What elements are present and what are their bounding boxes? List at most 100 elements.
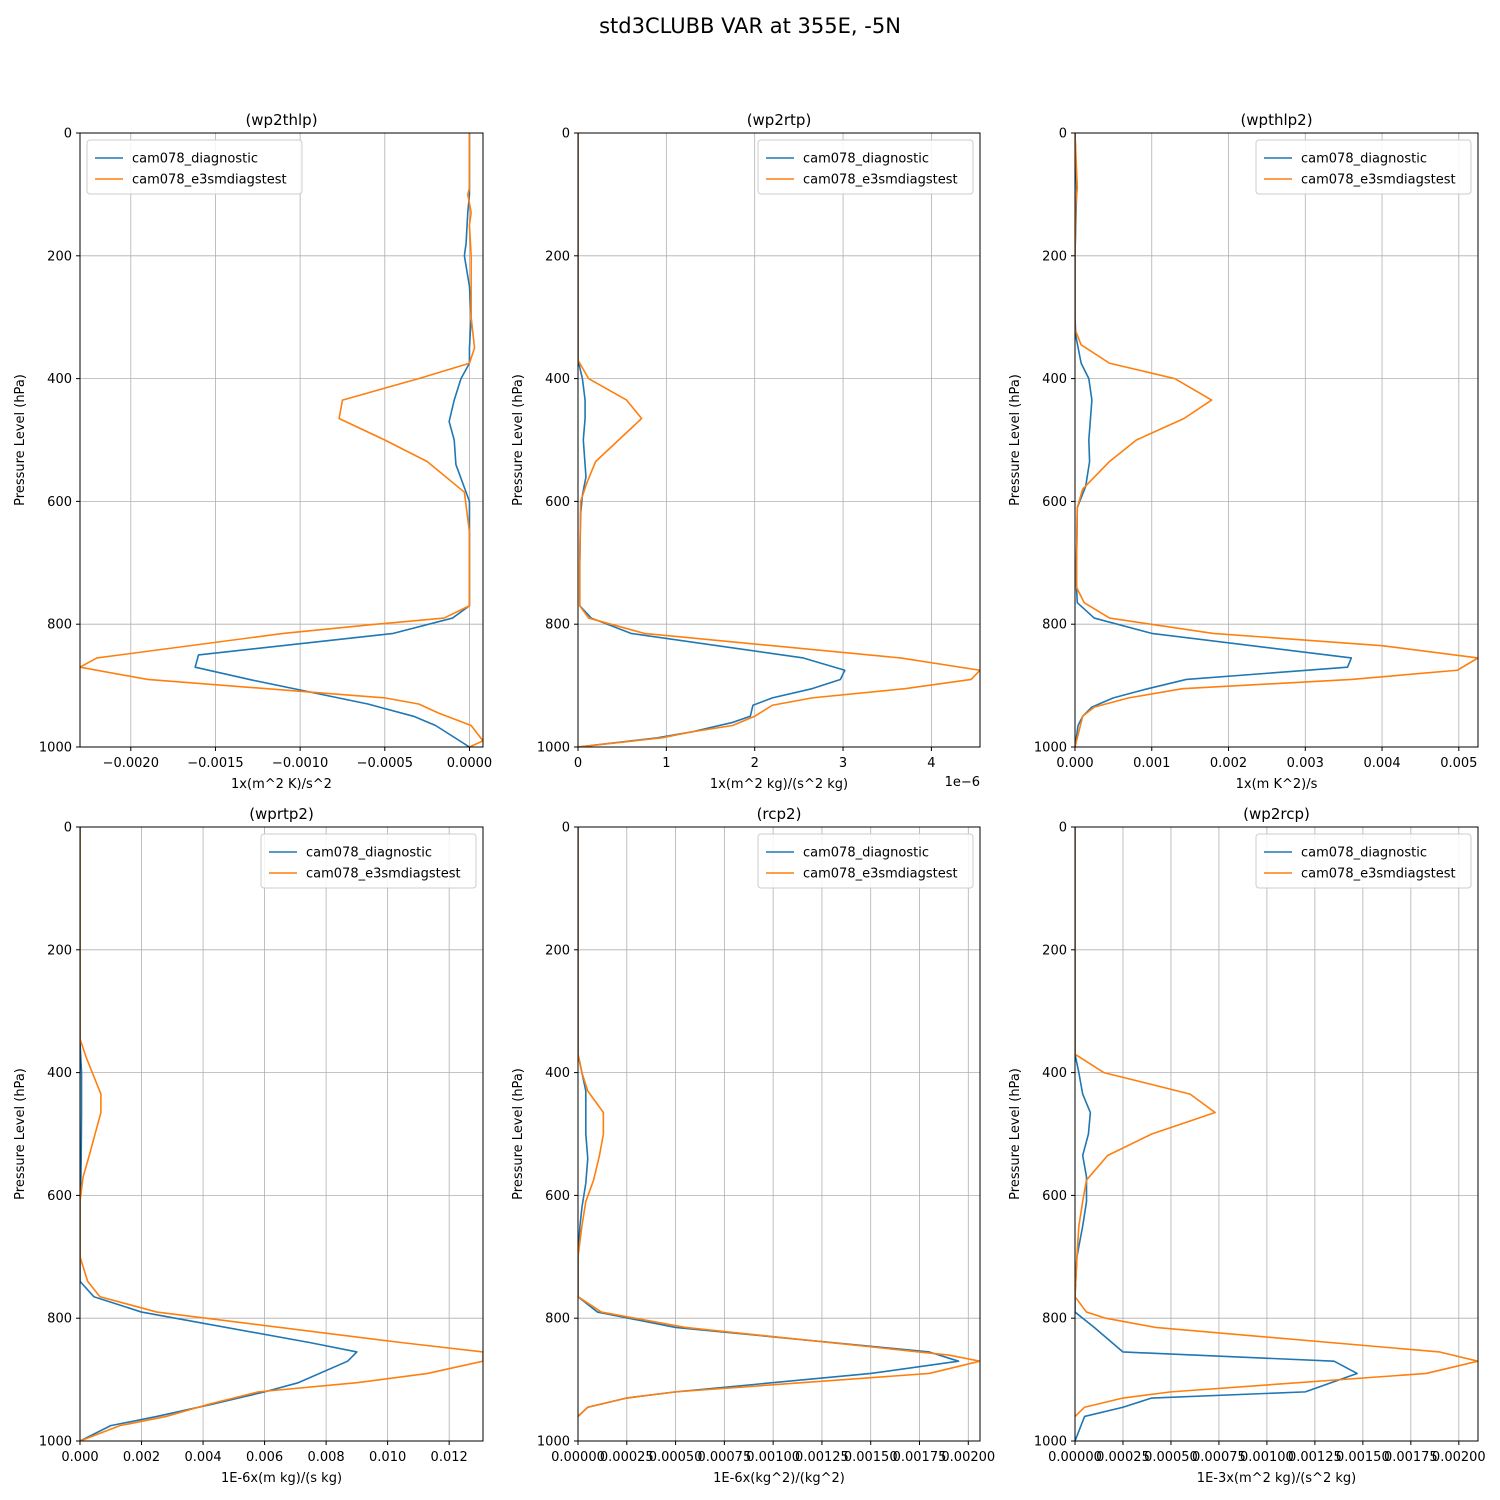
- y-tick-label: 800: [47, 1312, 72, 1327]
- x-tick-label: 0.000: [1056, 756, 1093, 771]
- y-tick-label: 200: [1042, 249, 1067, 264]
- axes-frame: [79, 132, 484, 748]
- subplot-6: 0.000000.000250.000500.000750.001000.001…: [1008, 805, 1486, 1486]
- axes-frame: [1074, 132, 1479, 748]
- x-tick-label: 1: [662, 756, 670, 771]
- y-tick-label: 1000: [1034, 1435, 1067, 1450]
- x-tick-label: 4: [927, 756, 935, 771]
- x-axis-label: 1x(m K^2)/s: [1236, 777, 1318, 792]
- legend-entry: cam078_e3smdiagstest: [1301, 867, 1456, 882]
- subplot-title: (wp2rtp): [747, 111, 812, 129]
- x-tick-label: 3: [839, 756, 847, 771]
- legend-box: [1255, 139, 1472, 195]
- x-tick-label: 0.00025: [1096, 1450, 1150, 1465]
- x-tick-label: −0.0015: [187, 756, 243, 771]
- y-tick-label: 1000: [537, 1435, 570, 1450]
- y-tick-label: 600: [545, 495, 570, 510]
- legend-box: [1255, 833, 1472, 889]
- x-tick-label: 0.00125: [795, 1450, 849, 1465]
- legend-entry: cam078_e3smdiagstest: [1301, 173, 1456, 188]
- y-tick-label: 600: [1042, 1189, 1067, 1204]
- y-tick-label: 400: [545, 372, 570, 387]
- subplot-3: 0.000 0.001 0.002 0.003 0.004 0.005 0 200 400 600…: [1008, 111, 1479, 792]
- subplot-title: (wp2thlp): [245, 111, 317, 129]
- x-axis-label: 1x(m^2 kg)/(s^2 kg): [710, 777, 848, 792]
- y-tick-label: 0: [562, 821, 570, 836]
- legend-entry: cam078_e3smdiagstest: [306, 867, 461, 882]
- x-tick-label: 0.00175: [893, 1450, 947, 1465]
- y-tick-label: 600: [47, 495, 72, 510]
- y-tick-label: 0: [64, 821, 72, 836]
- x-tick-label: 0.00000: [551, 1450, 605, 1465]
- y-tick-label: 800: [1042, 1312, 1067, 1327]
- x-tick-label: 0.001: [1133, 756, 1170, 771]
- series-line-cam078_e3smdiagstest: [578, 827, 980, 1418]
- y-tick-label: 400: [47, 372, 72, 387]
- x-axis-label: 1E-6x(m kg)/(s kg): [221, 1471, 342, 1486]
- legend-entry: cam078_diagnostic: [1301, 152, 1427, 167]
- x-tick-label: 0.00175: [1384, 1450, 1438, 1465]
- y-tick-label: 800: [1042, 618, 1067, 633]
- subplot-1: −0.0020 −0.0015 −0.0010 −0.0005 0.0000 0 200 40…: [13, 111, 492, 792]
- x-tick-label: 0.006: [246, 1450, 283, 1465]
- x-tick-label: 0.00050: [1144, 1450, 1198, 1465]
- x-tick-label: 0.00075: [697, 1450, 751, 1465]
- y-tick-label: 200: [1042, 943, 1067, 958]
- y-tick-label: 800: [545, 1312, 570, 1327]
- legend: cam078_diagnostic cam078_e3smdiagstest: [757, 833, 974, 889]
- x-tick-label: 0.002: [123, 1450, 160, 1465]
- legend-entry: cam078_diagnostic: [306, 846, 432, 861]
- y-tick-label: 400: [1042, 1066, 1067, 1081]
- legend-entry: cam078_diagnostic: [1301, 846, 1427, 861]
- legend-entry: cam078_e3smdiagstest: [132, 173, 287, 188]
- legend-entry: cam078_diagnostic: [803, 846, 929, 861]
- y-tick-label: 0: [64, 127, 72, 142]
- y-tick-label: 200: [47, 943, 72, 958]
- y-tick-label: 600: [545, 1189, 570, 1204]
- legend-box: [757, 833, 974, 889]
- legend: cam078_diagnostic cam078_e3smdiagstest: [1255, 833, 1472, 889]
- axes-frame: [79, 826, 484, 1442]
- x-axis-label: 1x(m^2 K)/s^2: [231, 777, 332, 792]
- series-line-cam078_e3smdiagstest: [80, 133, 483, 747]
- x-offset-text: 1e−6: [945, 775, 980, 790]
- x-tick-label: 0.00100: [1240, 1450, 1294, 1465]
- y-tick-label: 200: [545, 943, 570, 958]
- y-tick-label: 800: [47, 618, 72, 633]
- y-tick-label: 1000: [537, 741, 570, 756]
- legend-entry: cam078_diagnostic: [132, 152, 258, 167]
- x-tick-label: 0.00200: [941, 1450, 995, 1465]
- x-tick-label: 0.00150: [1336, 1450, 1390, 1465]
- series-line-cam078_diagnostic: [578, 827, 960, 1418]
- x-tick-label: 0.002: [1210, 756, 1247, 771]
- y-axis-label: Pressure Level (hPa): [1008, 374, 1023, 506]
- x-tick-label: 0.004: [184, 1450, 221, 1465]
- x-tick-label: 0.00125: [1288, 1450, 1342, 1465]
- x-tick-label: −0.0010: [272, 756, 328, 771]
- figure-title: std3CLUBB VAR at 355E, -5N: [599, 14, 901, 38]
- y-tick-label: 600: [1042, 495, 1067, 510]
- legend-entry: cam078_e3smdiagstest: [803, 173, 958, 188]
- x-tick-label: 2: [751, 756, 759, 771]
- legend: cam078_diagnostic cam078_e3smdiagstest: [86, 139, 303, 195]
- x-tick-label: −0.0005: [357, 756, 413, 771]
- y-tick-label: 200: [545, 249, 570, 264]
- legend-box: [86, 139, 303, 195]
- series-line-cam078_diagnostic: [80, 827, 358, 1441]
- subplot-title: (wpthlp2): [1240, 111, 1312, 129]
- y-axis-label: Pressure Level (hPa): [13, 374, 28, 506]
- axes-frame: [577, 826, 981, 1442]
- legend-entry: cam078_diagnostic: [803, 152, 929, 167]
- x-tick-label: 0.005: [1440, 756, 1477, 771]
- axes-frame: [577, 132, 981, 748]
- y-tick-label: 200: [47, 249, 72, 264]
- y-axis-label: Pressure Level (hPa): [511, 1068, 526, 1200]
- x-tick-label: −0.0020: [103, 756, 159, 771]
- x-tick-label: 0.00100: [746, 1450, 800, 1465]
- series-line-cam078_diagnostic: [194, 133, 472, 747]
- subplot-title: (wp2rcp): [1243, 805, 1310, 823]
- x-tick-label: 0.00075: [1192, 1450, 1246, 1465]
- y-tick-label: 600: [47, 1189, 72, 1204]
- legend: cam078_diagnostic cam078_e3smdiagstest: [757, 139, 974, 195]
